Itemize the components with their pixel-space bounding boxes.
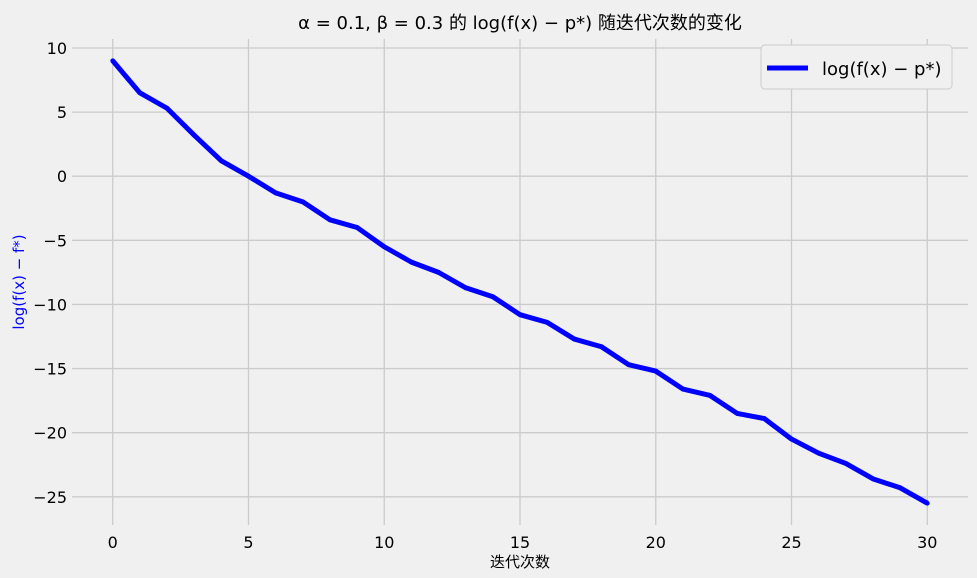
data-point xyxy=(789,436,794,442)
x-axis-label: 迭代次数 xyxy=(490,553,550,571)
data-point xyxy=(517,312,523,318)
x-tick-label: 25 xyxy=(781,533,801,552)
data-point xyxy=(571,336,577,342)
data-point xyxy=(490,294,496,300)
data-point xyxy=(327,217,333,223)
data-point xyxy=(246,173,251,179)
y-tick-label: −5 xyxy=(43,231,67,250)
data-point xyxy=(599,344,604,350)
grid xyxy=(72,39,968,525)
data-point xyxy=(191,132,197,138)
series-layer xyxy=(110,58,930,506)
data-point xyxy=(626,362,632,368)
data-point xyxy=(110,58,116,64)
y-tick-label: 5 xyxy=(57,103,67,122)
data-point xyxy=(761,416,767,421)
data-point xyxy=(653,368,659,374)
data-point xyxy=(137,90,143,96)
y-tick-label: −10 xyxy=(33,295,67,314)
chart-title: α = 0.1, β = 0.3 的 log(f(x) − p*) 随迭代次数的… xyxy=(298,13,742,34)
data-point xyxy=(463,285,469,291)
y-tick-label: −25 xyxy=(33,488,67,507)
data-point xyxy=(436,269,441,275)
data-point xyxy=(924,500,930,506)
data-point xyxy=(381,244,387,250)
data-point xyxy=(816,450,822,456)
legend-frame xyxy=(760,44,953,90)
y-axis-ticks: 10 5 0 −5 −10 −15 −20 −25 xyxy=(33,39,67,507)
data-point xyxy=(300,199,306,205)
x-tick-label: 10 xyxy=(374,533,394,552)
data-point xyxy=(870,476,876,482)
data-point xyxy=(734,411,740,416)
x-tick-label: 15 xyxy=(510,533,530,552)
y-tick-label: 0 xyxy=(57,167,67,186)
y-tick-label: −20 xyxy=(33,424,67,443)
x-axis-ticks: 0 5 10 15 20 25 30 xyxy=(108,533,938,552)
data-point xyxy=(354,225,360,230)
data-point xyxy=(164,105,170,111)
x-tick-label: 30 xyxy=(917,533,937,552)
data-point xyxy=(408,259,414,265)
y-tick-label: −15 xyxy=(33,360,67,379)
y-axis-label: log(f(x) − f*) xyxy=(10,234,28,329)
data-point xyxy=(707,393,713,398)
data-point xyxy=(680,386,686,392)
data-point xyxy=(897,485,903,491)
x-tick-label: 5 xyxy=(243,533,253,552)
x-tick-label: 20 xyxy=(646,533,666,552)
legend: log(f(x) − p*) xyxy=(760,44,953,90)
legend-label: log(f(x) − p*) xyxy=(822,59,941,80)
data-point xyxy=(843,461,849,466)
data-point xyxy=(544,319,550,325)
y-tick-label: 10 xyxy=(47,39,67,58)
x-tick-label: 0 xyxy=(108,533,118,552)
data-point xyxy=(218,158,224,164)
data-point xyxy=(273,190,279,196)
